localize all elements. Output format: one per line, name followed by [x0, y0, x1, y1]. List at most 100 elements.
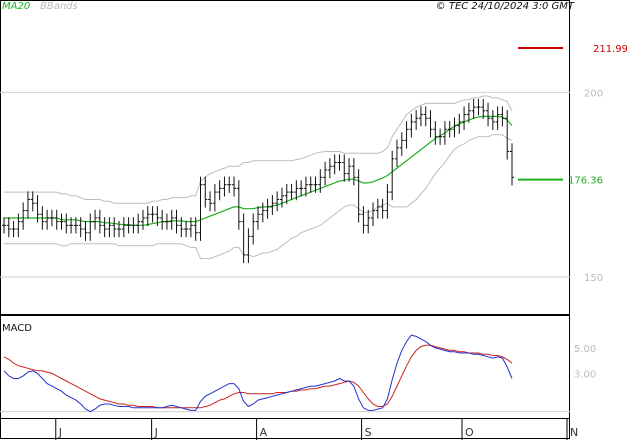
- price-bar: [188, 217, 193, 238]
- price-bar: [284, 183, 289, 204]
- price-bar: [342, 154, 347, 182]
- price-bar: [356, 169, 361, 223]
- price-bar: [208, 191, 213, 212]
- price-bar: [40, 206, 45, 230]
- price-bar: [371, 202, 376, 227]
- price-bar: [303, 176, 308, 197]
- price-bar: [256, 206, 260, 230]
- price-bar: [510, 143, 514, 186]
- price-bar: [49, 209, 54, 227]
- price-bar: [155, 206, 160, 227]
- price-bar: [59, 213, 64, 230]
- price-bar: [145, 206, 150, 227]
- price-bar: [332, 154, 337, 175]
- price-bar: [337, 154, 342, 171]
- price-y-axis: 150 200: [584, 88, 603, 284]
- price-bar: [452, 117, 457, 138]
- price-bar: [140, 209, 145, 230]
- price-bar: [217, 180, 222, 201]
- price-bar: [308, 176, 313, 193]
- price-bar: [232, 176, 237, 197]
- price-bar: [442, 121, 447, 145]
- price-bar: [97, 209, 102, 234]
- price-bar: [318, 169, 323, 193]
- price-bar: [169, 209, 174, 230]
- price-bar: [164, 213, 169, 230]
- price-bar: [418, 106, 423, 127]
- price-bar: [299, 180, 304, 197]
- price-bar: [222, 176, 227, 197]
- price-bar: [505, 110, 510, 160]
- price-bar: [380, 198, 385, 219]
- price-bar: [21, 202, 26, 230]
- macd-y-tick-label: 5.00: [574, 344, 596, 355]
- price-bar: [88, 213, 93, 241]
- price-bar: [428, 110, 433, 138]
- price-y-tick-label: 200: [584, 88, 603, 99]
- price-bar: [2, 217, 6, 234]
- price-bar: [64, 213, 69, 234]
- macd-title: MACD: [2, 323, 32, 334]
- price-bar: [193, 217, 198, 241]
- bbands-indicator-label: BBands: [40, 1, 78, 12]
- price-bar: [198, 176, 203, 241]
- price-bar: [184, 220, 189, 238]
- price-bar: [16, 213, 21, 238]
- price-bar: [486, 102, 491, 127]
- price-bar: [227, 176, 232, 193]
- bb-upper-line: [4, 95, 513, 204]
- resistance-label: 211.99: [593, 44, 627, 55]
- price-bar: [54, 209, 59, 230]
- price-bar: [179, 217, 184, 238]
- bb-lower-line: [4, 134, 513, 260]
- price-bar: [490, 110, 495, 131]
- price-bar: [347, 158, 352, 182]
- price-bar: [433, 121, 438, 145]
- x-tick-label: S: [365, 426, 372, 439]
- price-bar: [69, 217, 74, 234]
- price-bar: [404, 121, 409, 149]
- price-bar: [112, 217, 117, 238]
- price-bar: [481, 99, 486, 119]
- price-bar: [246, 228, 251, 264]
- price-bar: [107, 217, 112, 238]
- price-bar: [423, 106, 428, 127]
- price-bar: [375, 198, 380, 219]
- x-tick-label: O: [465, 426, 474, 439]
- price-bar: [457, 113, 462, 134]
- price-bar: [394, 139, 399, 167]
- price-bar: [93, 209, 98, 230]
- price-bar: [131, 217, 136, 234]
- price-bar: [251, 213, 256, 245]
- price-bar: [270, 195, 275, 215]
- price-bar: [78, 217, 83, 238]
- copyright-label: © TEC 24/10/2024 3:0 GMT: [436, 1, 575, 12]
- price-bar: [260, 202, 265, 223]
- price-bar: [30, 191, 35, 212]
- price-bar: [73, 217, 78, 234]
- price-bar: [495, 106, 500, 131]
- price-bar: [466, 102, 471, 123]
- price-levels: 211.99 176.36: [518, 44, 627, 187]
- price-bar: [390, 150, 395, 201]
- x-tick-label: A: [260, 426, 268, 439]
- price-bar: [203, 176, 208, 208]
- plot-frame: [0, 0, 570, 439]
- price-bar: [160, 209, 165, 230]
- price-bar: [25, 191, 30, 219]
- x-tick-label: J: [58, 426, 62, 439]
- price-bar: [414, 110, 419, 131]
- price-bar: [500, 106, 505, 127]
- price-bar: [150, 206, 155, 223]
- price-bar: [313, 176, 318, 193]
- price-bar: [102, 217, 107, 238]
- price-bar: [361, 206, 366, 234]
- price-bar: [323, 161, 328, 186]
- price-bar: [6, 217, 11, 238]
- price-bar: [279, 187, 284, 208]
- bollinger-bands: [4, 95, 513, 260]
- price-bar: [275, 191, 280, 212]
- price-bar: [471, 99, 476, 119]
